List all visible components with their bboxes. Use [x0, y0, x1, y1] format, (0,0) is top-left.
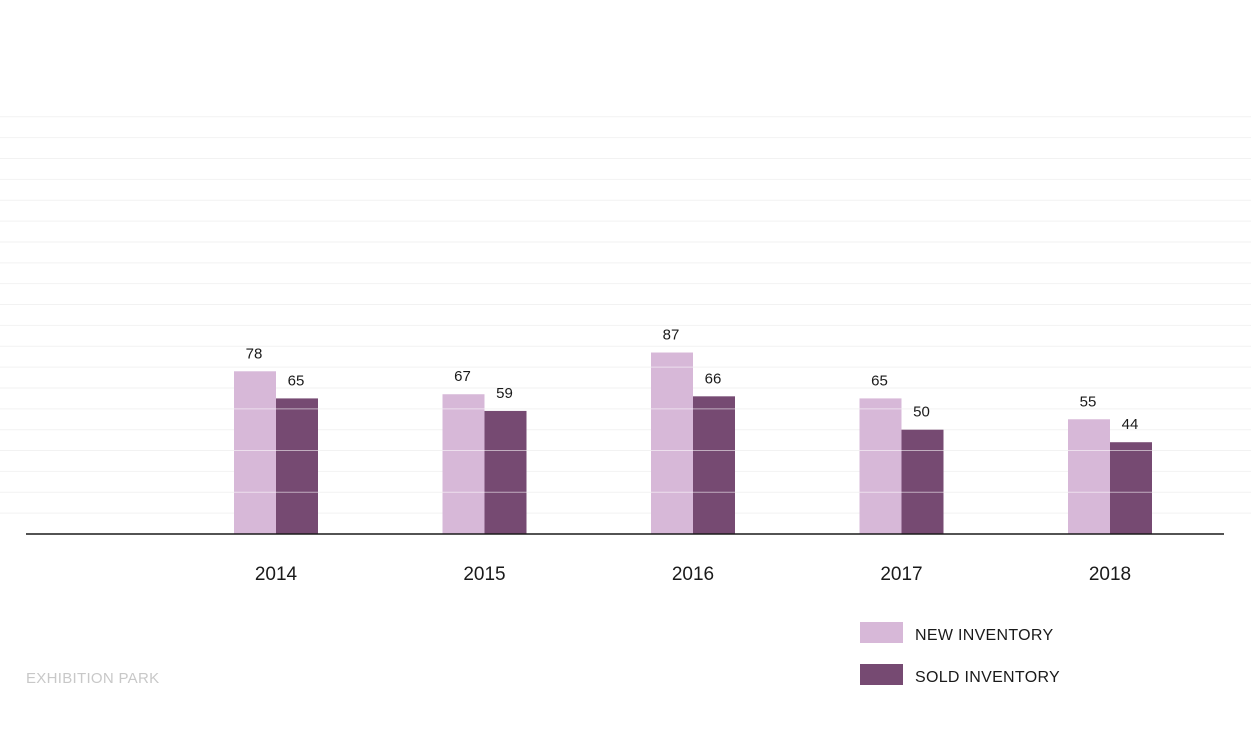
- legend-label-new-inventory: NEW INVENTORY: [915, 627, 1054, 644]
- data-label-2015-sold: 59: [496, 385, 513, 402]
- data-label-2018-sold: 44: [1122, 416, 1139, 433]
- data-label-2016-sold: 66: [705, 370, 722, 387]
- watermark-text: EXHIBITION PARK: [26, 670, 160, 687]
- x-tick-label-2015: 2015: [463, 564, 505, 585]
- bar-2018-sold: [1110, 442, 1152, 534]
- x-tick-label-2014: 2014: [255, 564, 298, 585]
- data-label-2017-sold: 50: [913, 404, 930, 421]
- x-tick-label-2018: 2018: [1089, 564, 1131, 585]
- bar-2017-new: [859, 398, 902, 534]
- legend-swatch-new-inventory: [860, 622, 903, 643]
- bar-2014-sold: [276, 398, 318, 534]
- x-tick-label-2016: 2016: [672, 564, 714, 585]
- data-label-2015-new: 67: [454, 368, 471, 385]
- legend-swatch-sold-inventory: [860, 664, 903, 685]
- bar-2017-sold: [901, 429, 944, 534]
- bar-2014-new: [234, 371, 276, 534]
- legend-label-sold-inventory: SOLD INVENTORY: [915, 669, 1060, 686]
- data-label-2014-sold: 65: [288, 372, 305, 389]
- data-label-2014-new: 78: [246, 345, 263, 362]
- bar-2018-new: [1068, 419, 1110, 534]
- bar-2016-new: [651, 352, 693, 534]
- data-label-2016-new: 87: [663, 327, 680, 344]
- bar-2016-sold: [693, 396, 735, 534]
- data-label-2017-new: 65: [871, 372, 888, 389]
- bar-2015-sold: [484, 410, 527, 534]
- bar-2015-new: [442, 394, 485, 534]
- data-label-2018-new: 55: [1080, 393, 1097, 410]
- x-tick-label-2017: 2017: [880, 564, 922, 585]
